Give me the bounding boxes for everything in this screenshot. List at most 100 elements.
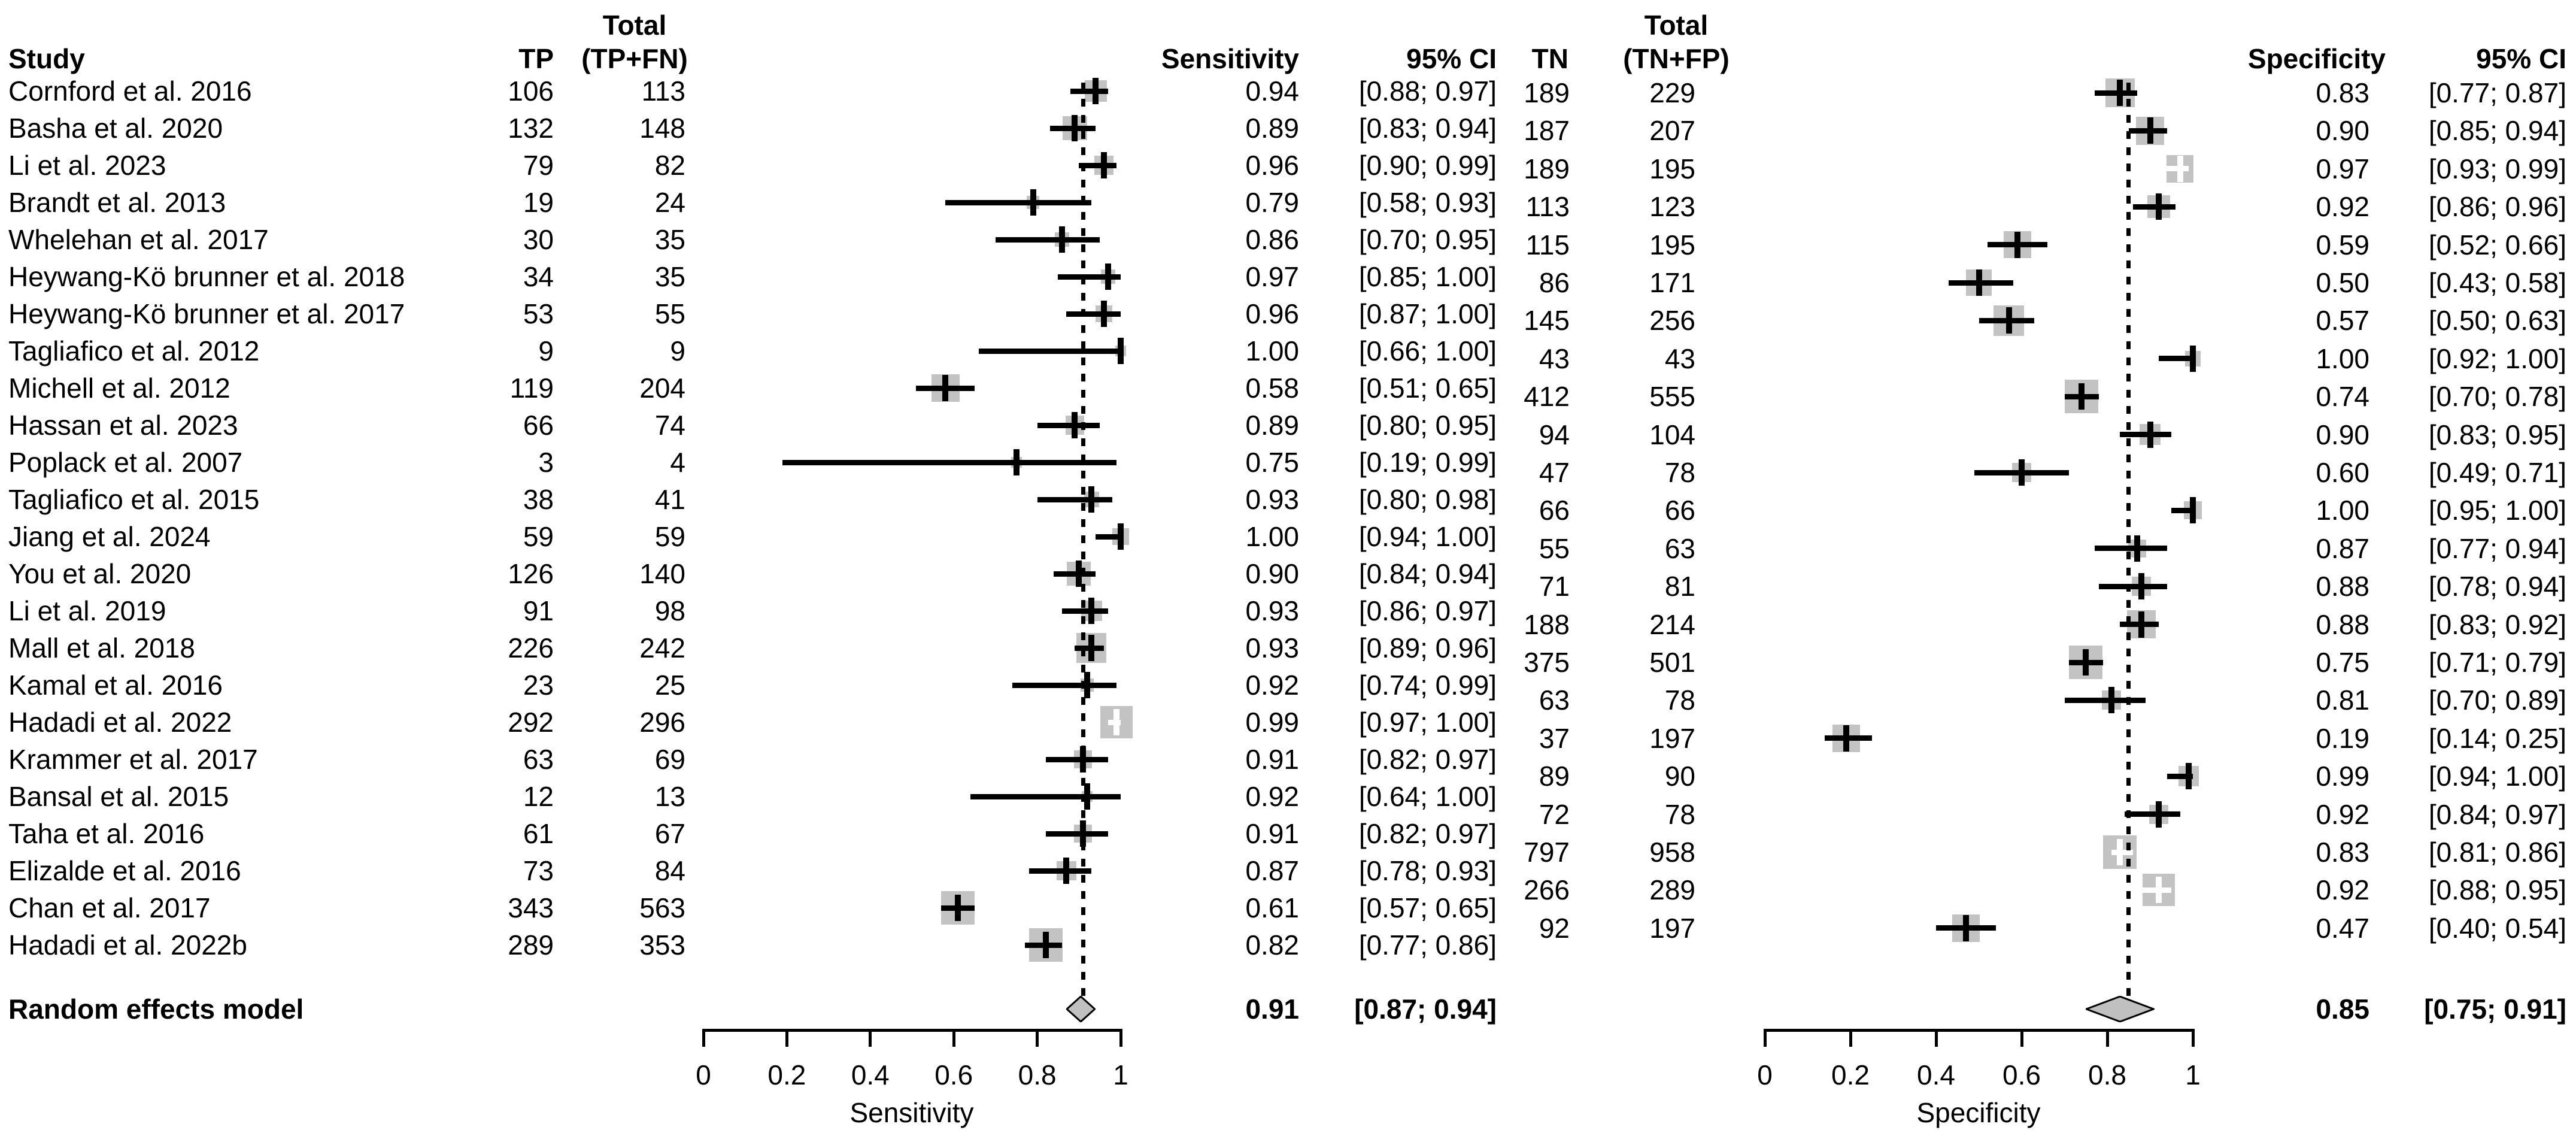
study-name: Tagliafico et al. 2015 xyxy=(8,484,260,515)
tp-fn-total-value: 353 xyxy=(639,929,685,961)
ci-line xyxy=(1012,682,1117,688)
header-total-tpfn-line2: (TP+FN) xyxy=(581,43,688,74)
specificity-ci-value: [0.14; 0.25] xyxy=(2428,722,2566,754)
axis-title-sensitivity: Sensitivity xyxy=(849,1097,974,1128)
estimate-tick xyxy=(2079,383,2085,410)
tp-value: 30 xyxy=(523,224,554,255)
sensitivity-ci-value: [0.90; 0.99] xyxy=(1358,150,1497,181)
sensitivity-value: 0.99 xyxy=(1245,707,1299,738)
study-name: Basha et al. 2020 xyxy=(8,113,223,144)
estimate-tick xyxy=(2190,345,2196,372)
sensitivity-ci-value: [0.82; 0.97] xyxy=(1358,818,1497,849)
tn-fp-total-value: 195 xyxy=(1649,229,1695,260)
sensitivity-ci-value: [0.77; 0.86] xyxy=(1358,929,1497,961)
axis-tick-label: 0 xyxy=(1757,1059,1773,1090)
estimate-tick xyxy=(2190,497,2196,524)
tp-value: 38 xyxy=(523,484,554,515)
tn-fp-total-value: 501 xyxy=(1649,647,1695,678)
tn-value: 66 xyxy=(1539,495,1570,526)
tn-fp-total-value: 171 xyxy=(1649,267,1695,298)
axis-title-specificity: Specificity xyxy=(1916,1097,2041,1128)
estimate-tick xyxy=(2185,763,2192,790)
ci-line xyxy=(2171,507,2193,513)
header-ci-left: 95% CI xyxy=(1406,43,1497,74)
pooled-dotted-refline-specificity xyxy=(2126,83,2131,1020)
sensitivity-ci-value: [0.78; 0.93] xyxy=(1358,855,1497,886)
estimate-tick xyxy=(1063,858,1070,884)
tn-fp-total-value: 289 xyxy=(1649,874,1695,906)
estimate-tick xyxy=(1113,709,1120,735)
estimate-tick xyxy=(1105,263,1112,290)
study-name: Hadadi et al. 2022 xyxy=(8,707,232,738)
study-name: Cornford et al. 2016 xyxy=(8,75,252,107)
sensitivity-ci-value: [0.83; 0.94] xyxy=(1358,113,1497,144)
specificity-value: 0.59 xyxy=(2316,229,2369,260)
specificity-ci-value: [0.43; 0.58] xyxy=(2428,267,2566,298)
specificity-ci-value: [0.52; 0.66] xyxy=(2428,229,2566,260)
sensitivity-ci-value: [0.66; 1.00] xyxy=(1358,335,1497,366)
study-name: Heywang-Kö brunner et al. 2018 xyxy=(8,261,405,292)
tp-fn-total-value: 148 xyxy=(639,113,685,144)
tn-fp-total-value: 81 xyxy=(1664,571,1695,602)
sensitivity-ci-value: [0.85; 1.00] xyxy=(1358,261,1497,292)
study-name: Jiang et al. 2024 xyxy=(8,521,211,552)
tn-value: 72 xyxy=(1539,798,1570,830)
estimate-tick xyxy=(2138,573,2145,600)
estimate-tick xyxy=(2155,193,2162,220)
specificity-ci-value: [0.86; 0.96] xyxy=(2428,191,2566,223)
specificity-ci-value: [0.95; 1.00] xyxy=(2428,495,2566,526)
sensitivity-value: 0.89 xyxy=(1245,113,1299,144)
ci-line xyxy=(2094,90,2138,96)
axis-tick-label: 0.4 xyxy=(1917,1059,1955,1090)
tp-value: 63 xyxy=(523,744,554,775)
estimate-tick xyxy=(2155,801,2162,828)
study-name: Hadadi et al. 2022b xyxy=(8,929,247,961)
study-name: You et al. 2020 xyxy=(8,558,192,589)
study-name: Whelehan et al. 2017 xyxy=(8,224,269,255)
estimate-tick xyxy=(1042,932,1049,958)
study-name: Kamal et al. 2016 xyxy=(8,670,223,701)
study-name: Hassan et al. 2023 xyxy=(8,410,238,441)
study-name: Brandt et al. 2013 xyxy=(8,187,226,218)
ci-line xyxy=(1066,311,1121,317)
tp-value: 66 xyxy=(523,410,554,441)
estimate-tick xyxy=(1072,115,1078,141)
sensitivity-value: 1.00 xyxy=(1245,335,1299,366)
sensitivity-ci-value: [0.94; 1.00] xyxy=(1358,521,1497,552)
ci-line xyxy=(2124,811,2180,817)
tp-fn-total-value: 9 xyxy=(670,335,685,366)
tp-value: 289 xyxy=(508,929,554,961)
estimate-tick xyxy=(1088,486,1095,513)
estimate-tick xyxy=(1084,672,1091,698)
specificity-ci-value: [0.94; 1.00] xyxy=(2428,761,2566,792)
header-sensitivity: Sensitivity xyxy=(1161,43,1299,74)
specificity-value: 0.92 xyxy=(2316,191,2369,223)
specificity-value: 0.97 xyxy=(2316,153,2369,184)
study-name: Li et al. 2019 xyxy=(8,595,166,626)
tn-value: 86 xyxy=(1539,267,1570,298)
specificity-value: 0.83 xyxy=(2316,837,2369,868)
tp-fn-total-value: 140 xyxy=(639,558,685,589)
axis-tick-label: 1 xyxy=(2185,1059,2201,1090)
sensitivity-ci-value: [0.88; 0.97] xyxy=(1358,75,1497,107)
estimate-tick xyxy=(1976,269,1982,296)
estimate-tick xyxy=(1118,523,1124,550)
tp-fn-total-value: 84 xyxy=(654,855,685,886)
tp-value: 79 xyxy=(523,150,554,181)
pooled-dotted-refline-sensitivity xyxy=(1081,83,1085,1020)
tp-value: 9 xyxy=(538,335,554,366)
ci-line xyxy=(2158,356,2193,362)
specificity-ci-value: [0.40; 0.54] xyxy=(2428,912,2566,944)
axis-tick xyxy=(785,1029,788,1047)
specificity-ci-value: [0.84; 0.97] xyxy=(2428,798,2566,830)
axis-tick-label: 0.8 xyxy=(1018,1059,1057,1090)
specificity-ci-value: [0.70; 0.89] xyxy=(2428,684,2566,716)
estimate-tick xyxy=(2155,877,2162,904)
tn-value: 63 xyxy=(1539,684,1570,716)
tp-value: 23 xyxy=(523,670,554,701)
tn-value: 37 xyxy=(1539,722,1570,754)
tp-fn-total-value: 24 xyxy=(654,187,685,218)
tn-value: 113 xyxy=(1525,191,1570,223)
ci-line xyxy=(782,459,1117,465)
specificity-value: 0.75 xyxy=(2316,647,2369,678)
